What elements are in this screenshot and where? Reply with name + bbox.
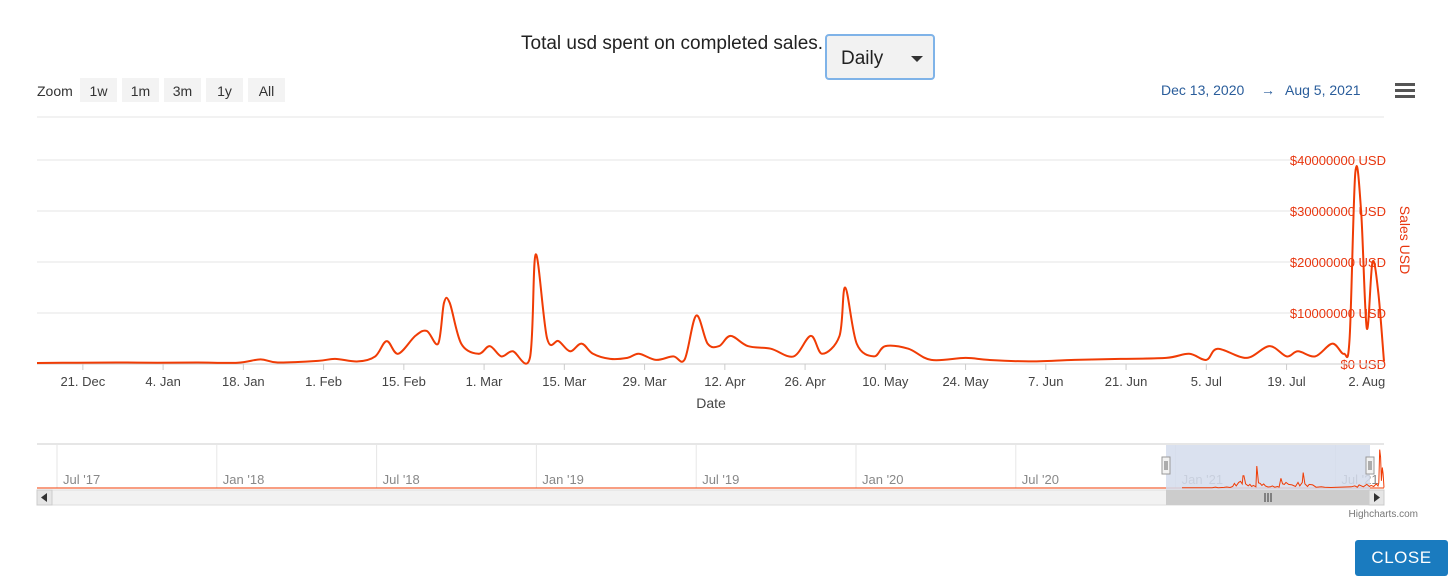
x-tick-label: 5. Jul (1191, 374, 1222, 389)
navigator-tick-label: Jan '18 (223, 472, 265, 487)
x-tick-label: 26. Apr (784, 374, 826, 389)
grid-lines (37, 159, 1384, 365)
chart-title: Total usd spent on completed sales. (521, 33, 824, 54)
zoom-button-3m[interactable]: 3m (164, 78, 201, 102)
zoom-button-label: 1m (131, 83, 150, 99)
close-button[interactable]: CLOSE (1355, 540, 1448, 576)
x-tick-label: 1. Mar (466, 374, 504, 389)
period-select[interactable]: Daily (825, 34, 935, 80)
zoom-button-1y[interactable]: 1y (206, 78, 243, 102)
x-tick-label: 21. Dec (60, 374, 105, 389)
zoom-button-label: 3m (173, 83, 192, 99)
range-from[interactable]: Dec 13, 2020 (1161, 82, 1244, 98)
zoom-label: Zoom (37, 83, 73, 99)
period-select-value: Daily (841, 48, 884, 69)
x-tick-label: 19. Jul (1267, 374, 1305, 389)
x-tick-label: 15. Mar (542, 374, 587, 389)
x-tick-label: 2. Aug (1348, 374, 1385, 389)
zoom-button-label: 1w (90, 83, 109, 99)
zoom-button-all[interactable]: All (248, 78, 285, 102)
range-arrow: → (1261, 82, 1275, 98)
arrow-left-icon (41, 493, 47, 502)
x-tick-label: 7. Jun (1028, 374, 1063, 389)
navigator-tick-label: Jul '17 (63, 472, 100, 487)
x-axis-title: Date (696, 395, 726, 411)
navigator-right-handle[interactable] (1365, 456, 1375, 475)
navigator-tick-label: Jan '20 (862, 472, 904, 487)
zoom-button-1w[interactable]: 1w (80, 78, 117, 102)
navigator-tick-label: Jan '19 (542, 472, 584, 487)
navigator: Jul '17 Jan '18 Jul '18 Jan '19 Jul '19 Jan '… (37, 443, 1385, 490)
y-tick-label: $20000000 USD (1290, 255, 1386, 270)
navigator-left-handle[interactable] (1161, 456, 1171, 475)
x-tick-label: 12. Apr (704, 374, 746, 389)
x-tick-label: 29. Mar (623, 374, 668, 389)
x-tick-label: 4. Jan (145, 374, 180, 389)
grip-icon (1264, 493, 1272, 502)
highcharts-credit[interactable]: Highcharts.com (1349, 509, 1418, 520)
hamburger-menu-icon[interactable] (1395, 83, 1415, 98)
y-tick-label: $40000000 USD (1290, 153, 1386, 168)
navigator-tick-label: Jul '20 (1022, 472, 1059, 487)
navigator-tick-label: Jul '18 (383, 472, 420, 487)
range-to[interactable]: Aug 5, 2021 (1285, 82, 1361, 98)
x-tick-label: 21. Jun (1105, 374, 1148, 389)
y-axis-title: Sales USD (1397, 206, 1413, 274)
sales-series-line (36, 165, 1385, 365)
navigator-tick-label: Jul '19 (702, 472, 739, 487)
zoom-button-label: 1y (217, 83, 232, 99)
navigator-series-line (1181, 449, 1385, 489)
x-tick-label: 10. May (862, 374, 909, 389)
navigator-selection[interactable] (1166, 445, 1370, 490)
x-tick-label: 18. Jan (222, 374, 265, 389)
zoom-button-1m[interactable]: 1m (122, 78, 159, 102)
scrollbar[interactable] (36, 489, 1385, 506)
zoom-button-label: All (259, 83, 275, 99)
x-tick-label: 15. Feb (382, 374, 426, 389)
arrow-right-icon (1374, 493, 1380, 502)
y-tick-label: $10000000 USD (1290, 306, 1386, 321)
y-tick-label: $30000000 USD (1290, 204, 1386, 219)
x-tick-label: 24. May (942, 374, 989, 389)
y-axis-labels: $0 USD$10000000 USD$20000000 USD$3000000… (1290, 153, 1386, 372)
x-axis: 21. Dec 4. Jan 18. Jan 1. Feb 15. Feb 1. Mar 1… (37, 363, 1385, 389)
chevron-down-icon (911, 56, 923, 62)
chart-header: Total usd spent on completed sales. Dail… (0, 16, 1456, 80)
x-tick-label: 1. Feb (305, 374, 342, 389)
